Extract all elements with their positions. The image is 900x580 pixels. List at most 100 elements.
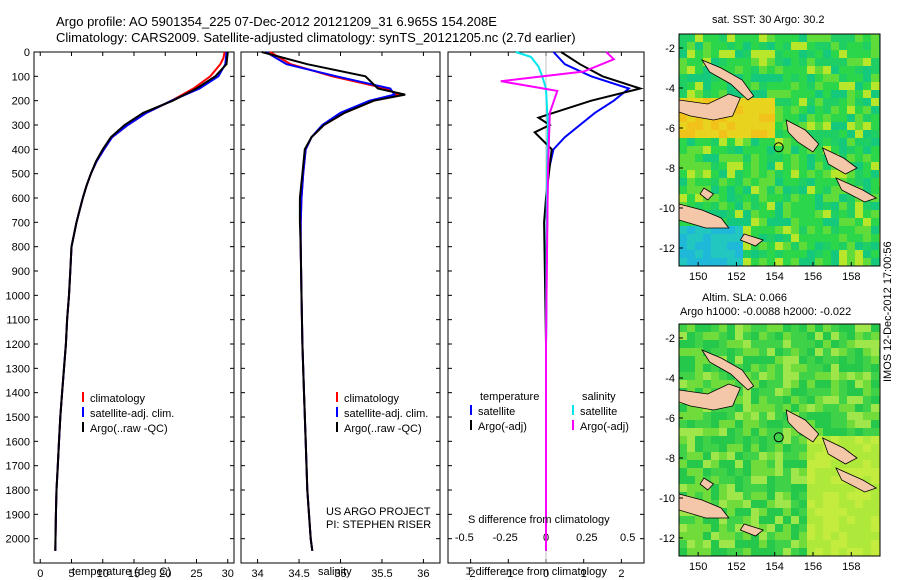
map-cell <box>807 500 815 508</box>
map-cell <box>855 98 863 106</box>
map-cell <box>791 250 799 258</box>
y-tick-label: -8 <box>665 163 675 175</box>
map-cell <box>823 130 831 138</box>
map-cell <box>799 388 807 396</box>
map-cell <box>767 74 775 82</box>
map-cell <box>847 114 855 122</box>
y-tick-label: -4 <box>665 83 675 95</box>
map-cell <box>815 548 823 556</box>
map-cell <box>799 50 807 58</box>
map-cell <box>735 34 743 42</box>
map-cell <box>831 420 839 428</box>
map-cell <box>735 114 743 122</box>
map-cell <box>751 194 759 202</box>
map-cell <box>847 66 855 74</box>
map-cell <box>775 340 783 348</box>
map-cell <box>759 210 767 218</box>
map-cell <box>871 324 879 332</box>
map-cell <box>759 476 767 484</box>
map-cell <box>847 532 855 540</box>
map-cell <box>775 90 783 98</box>
temperature-panel: 0100200300400500600700800900100011001200… <box>6 47 235 580</box>
map-cell <box>871 66 879 74</box>
map-cell <box>687 82 695 90</box>
map-cell <box>767 114 775 122</box>
map-cell <box>807 66 815 74</box>
map-cell <box>815 234 823 242</box>
map-cell <box>743 396 751 404</box>
map-cell <box>759 348 767 356</box>
x-tick-label: 34 <box>251 568 263 580</box>
land-mass <box>835 467 878 493</box>
map-cell <box>743 508 751 516</box>
map-cell <box>783 202 791 210</box>
map-cell <box>679 420 687 428</box>
map-cell <box>695 468 703 476</box>
map-cell <box>831 332 839 340</box>
map-cell <box>703 258 711 266</box>
map-cell <box>743 210 751 218</box>
map-cell <box>743 404 751 412</box>
map-cell <box>791 178 799 186</box>
map-cell <box>735 484 743 492</box>
map-cell <box>687 428 695 436</box>
x-tick-label: 152 <box>727 271 745 283</box>
map-cell <box>839 372 847 380</box>
map-cell <box>743 436 751 444</box>
map-cell <box>711 154 719 162</box>
map-cell <box>807 348 815 356</box>
map-cell <box>831 500 839 508</box>
map-cell <box>735 508 743 516</box>
map-cell <box>783 258 791 266</box>
map-cell <box>775 234 783 242</box>
map-cell <box>775 186 783 194</box>
map-cell <box>815 98 823 106</box>
map-cell <box>823 138 831 146</box>
map-cell <box>687 154 695 162</box>
map-cell <box>743 460 751 468</box>
map-cell <box>759 242 767 250</box>
map-cell <box>695 242 703 250</box>
map-cell <box>711 250 719 258</box>
map-cell <box>791 380 799 388</box>
map-cell <box>767 154 775 162</box>
series-line-argo <box>54 51 229 551</box>
map-cell <box>847 82 855 90</box>
map-cell <box>863 202 871 210</box>
map-cell <box>823 356 831 364</box>
map-cell <box>727 194 735 202</box>
map-cell <box>759 194 767 202</box>
map-cell <box>871 258 879 266</box>
map-cell <box>711 178 719 186</box>
map-cell <box>743 540 751 548</box>
map-cell <box>751 356 759 364</box>
map-cell <box>775 452 783 460</box>
map-cell <box>831 540 839 548</box>
map-cell <box>839 82 847 90</box>
map-cell <box>743 452 751 460</box>
map-cell <box>823 540 831 548</box>
map-cell <box>687 340 695 348</box>
map-cell <box>839 130 847 138</box>
map-cell <box>679 324 687 332</box>
map-cell <box>751 476 759 484</box>
map-cell <box>863 420 871 428</box>
map-cell <box>719 50 727 58</box>
map-cell <box>839 210 847 218</box>
map-cell <box>735 258 743 266</box>
map-cell <box>687 58 695 66</box>
map-cell <box>679 130 687 138</box>
map-cell <box>711 516 719 524</box>
map-cell <box>839 436 847 444</box>
map-cell <box>839 242 847 250</box>
map-cell <box>831 234 839 242</box>
map-cell <box>711 130 719 138</box>
map-cell <box>871 74 879 82</box>
map-cell <box>767 524 775 532</box>
map-cell <box>863 468 871 476</box>
map-cell <box>735 324 743 332</box>
map-cell <box>847 516 855 524</box>
map-cell <box>831 340 839 348</box>
map-cell <box>679 356 687 364</box>
map-cell <box>871 250 879 258</box>
